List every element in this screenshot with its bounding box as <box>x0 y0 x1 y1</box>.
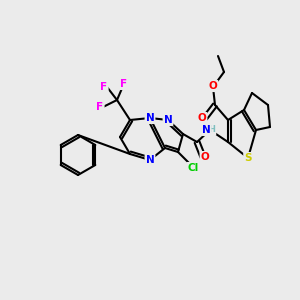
Text: N: N <box>164 115 172 125</box>
Text: F: F <box>96 102 103 112</box>
Text: F: F <box>100 82 108 92</box>
Text: S: S <box>244 153 252 163</box>
Text: F: F <box>120 79 128 89</box>
Text: N: N <box>202 125 210 135</box>
Text: O: O <box>198 113 206 123</box>
Text: N: N <box>146 155 154 165</box>
Text: H: H <box>208 125 215 134</box>
Text: O: O <box>208 81 217 91</box>
Text: O: O <box>201 152 209 162</box>
Text: Cl: Cl <box>188 163 199 173</box>
Text: N: N <box>146 113 154 123</box>
